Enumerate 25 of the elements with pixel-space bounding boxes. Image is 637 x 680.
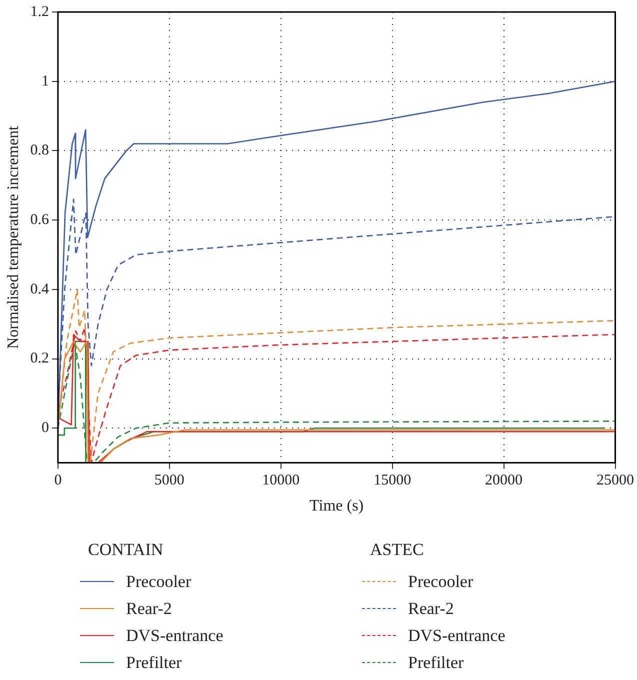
legend-label: DVS-entrance	[408, 626, 506, 646]
y-tick-label: 0.6	[30, 212, 50, 228]
x-tick-label: 20000	[485, 472, 523, 489]
x-tick-label: 10000	[262, 472, 300, 489]
x-axis-title: Time (s)	[310, 498, 364, 515]
legend-label: DVS-entrance	[126, 626, 224, 646]
y-tick-label: 0.8	[30, 142, 49, 159]
legend-label: Prefilter	[408, 652, 464, 672]
y-axis-title: Normalised temperature increment	[4, 125, 22, 349]
x-tick-label: 5000	[154, 472, 184, 489]
legend-label: Rear-2	[126, 598, 172, 618]
x-tick-label: 25000	[596, 472, 634, 489]
y-tick-label: 1.2	[30, 4, 49, 20]
legend-label: Precooler	[408, 572, 474, 592]
text: CONTAIN	[87, 540, 164, 561]
y-tick-label: 0	[41, 420, 49, 436]
legend-label: Precooler	[126, 572, 192, 592]
legend-label: Rear-2	[408, 598, 454, 618]
x-tick-label: 15000	[374, 472, 412, 489]
y-tick-label: 0.2	[30, 350, 49, 367]
text: ASTEC	[369, 540, 425, 561]
x-tick-label: 0	[54, 472, 62, 489]
y-tick-label: 1	[41, 73, 49, 90]
legend-label: Prefilter	[126, 652, 182, 672]
y-tick-label: 0.4	[30, 281, 50, 298]
